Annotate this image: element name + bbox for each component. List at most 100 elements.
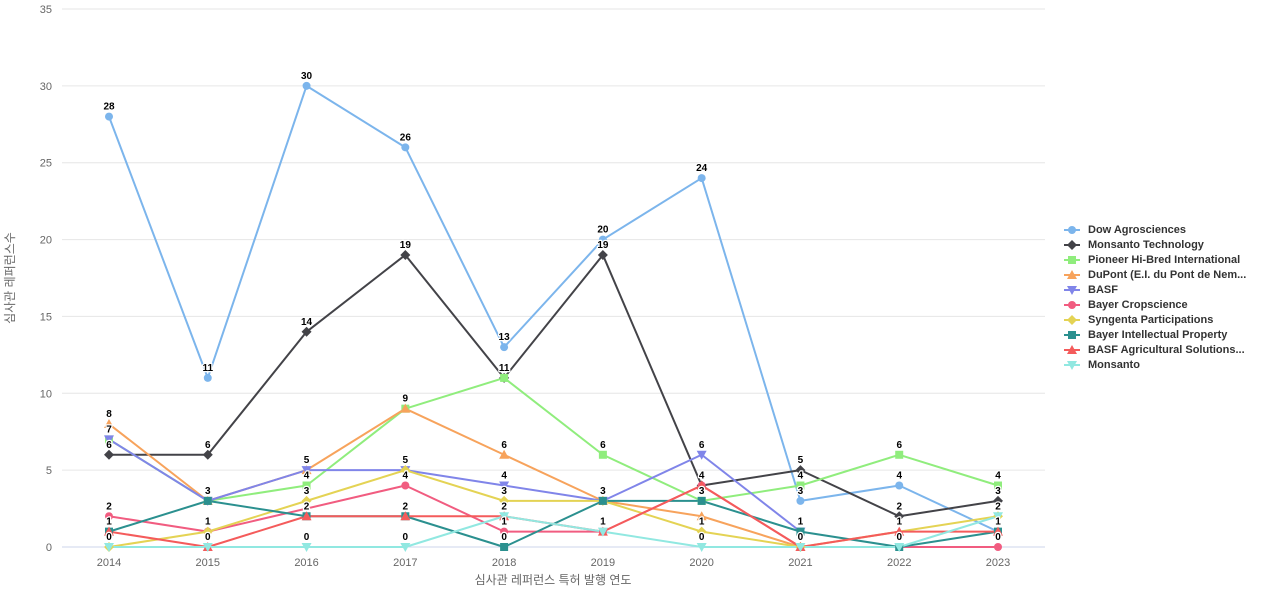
data-point[interactable] xyxy=(994,543,1002,551)
legend-item-bayer-intellectual-property[interactable]: Bayer Intellectual Property xyxy=(1063,327,1246,342)
data-point[interactable] xyxy=(500,343,509,352)
data-point[interactable] xyxy=(400,249,411,260)
data-point[interactable] xyxy=(301,511,312,521)
data-point[interactable] xyxy=(993,526,1003,536)
legend-item-basf[interactable]: BASF xyxy=(1063,282,1246,297)
data-point[interactable] xyxy=(104,543,114,552)
y-tick-label: 10 xyxy=(40,388,52,400)
data-label: 6 xyxy=(106,440,112,451)
data-point[interactable] xyxy=(400,543,411,552)
data-label: 2 xyxy=(106,501,112,512)
legend-marker-icon xyxy=(1064,300,1080,309)
legend-item-basf-agricultural-solutions[interactable]: BASF Agricultural Solutions... xyxy=(1063,342,1246,357)
legend-symbol xyxy=(1068,225,1076,234)
data-point[interactable] xyxy=(598,450,607,459)
legend-symbol xyxy=(1067,239,1077,250)
data-point[interactable] xyxy=(696,543,707,552)
data-point[interactable] xyxy=(500,373,509,382)
data-point[interactable] xyxy=(796,496,805,505)
data-point[interactable] xyxy=(796,481,805,490)
data-point[interactable] xyxy=(401,143,410,152)
data-point[interactable] xyxy=(301,495,312,506)
data-point[interactable] xyxy=(994,481,1002,490)
data-point[interactable] xyxy=(598,235,607,244)
data-point[interactable] xyxy=(302,481,311,490)
legend-marker-icon xyxy=(1064,285,1080,295)
data-point[interactable] xyxy=(104,419,114,429)
data-point[interactable] xyxy=(203,373,212,382)
data-label: 4 xyxy=(403,471,409,482)
legend-item-dow-agrosciences[interactable]: Dow Agrosciences xyxy=(1063,222,1246,237)
data-label: 2 xyxy=(896,501,902,512)
data-label: 1 xyxy=(501,517,507,528)
data-point[interactable] xyxy=(301,326,312,337)
data-label: 20 xyxy=(597,225,609,236)
data-point[interactable] xyxy=(696,511,707,521)
data-point[interactable] xyxy=(302,81,311,90)
data-point[interactable] xyxy=(795,465,806,476)
data-point[interactable] xyxy=(301,466,312,476)
x-axis-title: 심사관 레퍼런스 특허 발행 연도 xyxy=(475,572,632,587)
data-point[interactable] xyxy=(795,543,806,552)
data-point[interactable] xyxy=(499,481,510,491)
legend-label: BASF Agricultural Solutions... xyxy=(1088,343,1245,356)
data-point[interactable] xyxy=(202,543,213,552)
data-point[interactable] xyxy=(104,435,114,445)
data-label: 0 xyxy=(896,532,902,543)
data-point[interactable] xyxy=(499,512,510,522)
data-point[interactable] xyxy=(499,449,510,459)
data-point[interactable] xyxy=(401,481,410,490)
data-point[interactable] xyxy=(895,450,904,459)
data-point[interactable] xyxy=(400,511,411,521)
data-point[interactable] xyxy=(697,174,706,183)
data-label: 4 xyxy=(501,471,507,482)
data-label: 7 xyxy=(106,424,112,435)
data-point[interactable] xyxy=(104,449,114,460)
data-point[interactable] xyxy=(597,527,608,537)
series-line xyxy=(108,376,999,502)
data-point[interactable] xyxy=(500,543,509,551)
series-line xyxy=(108,438,802,533)
data-point[interactable] xyxy=(796,527,805,536)
legend-item-dupont-e-i-du-pont-de-nem[interactable]: DuPont (E.I. du Pont de Nem... xyxy=(1063,267,1246,282)
data-point[interactable] xyxy=(105,112,113,121)
data-label: 1 xyxy=(600,517,606,528)
data-label: 0 xyxy=(699,532,705,543)
data-point[interactable] xyxy=(993,512,1003,522)
data-label: 8 xyxy=(106,409,112,420)
legend-marker-icon xyxy=(1064,330,1080,339)
data-point[interactable] xyxy=(598,496,607,505)
data-point[interactable] xyxy=(202,449,213,460)
data-point[interactable] xyxy=(400,465,411,476)
data-point[interactable] xyxy=(597,249,608,260)
data-point[interactable] xyxy=(696,450,707,460)
data-point[interactable] xyxy=(696,526,707,537)
data-point[interactable] xyxy=(894,543,905,552)
data-point[interactable] xyxy=(894,526,905,536)
data-label: 2 xyxy=(995,501,1001,512)
data-point[interactable] xyxy=(895,481,904,490)
data-label: 0 xyxy=(304,532,310,543)
legend-label: BASF xyxy=(1088,283,1118,296)
legend-item-bayer-cropscience[interactable]: Bayer Cropscience xyxy=(1063,297,1246,312)
data-point[interactable] xyxy=(696,480,707,490)
legend-item-monsanto-technology[interactable]: Monsanto Technology xyxy=(1063,237,1246,252)
data-point[interactable] xyxy=(993,495,1003,506)
data-point[interactable] xyxy=(202,526,213,537)
legend-item-syngenta-participations[interactable]: Syngenta Participations xyxy=(1063,312,1246,327)
data-point[interactable] xyxy=(105,512,113,521)
data-label: 0 xyxy=(995,532,1001,543)
data-point[interactable] xyxy=(104,526,114,536)
data-point[interactable] xyxy=(203,496,212,505)
data-label: 4 xyxy=(995,471,1001,482)
legend-item-pioneer-hi-bred-international[interactable]: Pioneer Hi-Bred International xyxy=(1063,252,1246,267)
data-point[interactable] xyxy=(499,495,510,506)
legend-item-monsanto[interactable]: Monsanto xyxy=(1063,357,1246,372)
data-point[interactable] xyxy=(500,527,509,536)
data-point[interactable] xyxy=(400,403,411,413)
data-point[interactable] xyxy=(894,511,905,522)
data-point[interactable] xyxy=(697,496,706,505)
data-point[interactable] xyxy=(301,543,312,552)
